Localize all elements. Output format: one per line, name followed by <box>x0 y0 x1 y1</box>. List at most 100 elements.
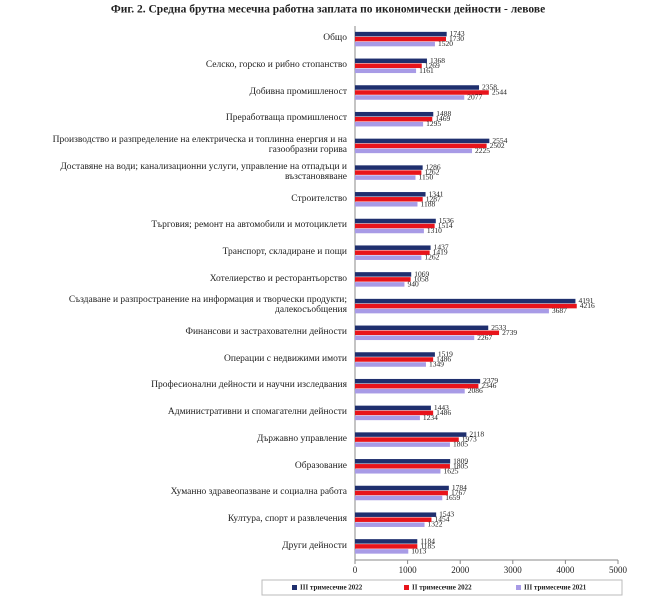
bar <box>355 410 434 416</box>
bar <box>355 85 480 90</box>
bar <box>355 405 431 411</box>
value-label: 4191 <box>578 296 593 305</box>
value-label: 2533 <box>491 323 506 332</box>
bar <box>355 63 422 69</box>
legend-box <box>261 579 623 596</box>
bar <box>355 277 411 282</box>
x-tick-label: 5000 <box>609 565 628 575</box>
bar <box>355 41 435 47</box>
bar <box>355 192 426 197</box>
value-label: 1368 <box>430 56 445 65</box>
bar <box>355 378 481 384</box>
value-label: 1520 <box>438 39 453 48</box>
value-label: 940 <box>407 279 419 288</box>
bar <box>355 90 489 95</box>
category-label: Доставяне на води; канализационни услуги… <box>60 161 347 182</box>
legend-label: II тримесечие 2022 <box>412 584 472 592</box>
value-label: 1295 <box>426 119 441 128</box>
bar <box>355 272 412 277</box>
bar <box>355 223 435 229</box>
value-label: 1486 <box>436 354 451 363</box>
bar <box>355 95 465 100</box>
value-label: 1234 <box>423 413 438 422</box>
category-label: Държавно управление <box>256 433 347 444</box>
value-label: 1269 <box>425 61 440 70</box>
bar <box>355 121 424 127</box>
chart-title: Фиг. 2. Средна брутна месечна работна за… <box>111 4 545 16</box>
bar <box>355 308 549 314</box>
bar <box>355 148 473 154</box>
value-label: 1469 <box>435 114 450 123</box>
bar <box>355 459 451 464</box>
value-label: 1349 <box>429 359 444 368</box>
bar <box>355 58 427 64</box>
legend-label: III тримесечие 2022 <box>300 584 363 592</box>
bar <box>355 517 432 522</box>
value-label: 1262 <box>424 168 439 177</box>
bar <box>355 197 423 202</box>
value-label: 1519 <box>438 349 453 358</box>
value-label: 1287 <box>426 194 441 203</box>
value-label: 2086 <box>468 386 483 395</box>
x-tick-label: 0 <box>353 565 358 575</box>
category-label: Създаване и разпространение на информаци… <box>68 295 347 316</box>
value-label: 1625 <box>443 466 458 475</box>
bar <box>355 415 420 421</box>
legend-swatch <box>292 585 297 590</box>
bar <box>355 325 489 331</box>
value-label: 1514 <box>438 221 453 230</box>
value-label: 1322 <box>428 520 443 529</box>
bar <box>355 437 459 442</box>
category-label: Производство и разпределение на електрич… <box>52 135 347 156</box>
bar <box>355 143 487 149</box>
value-label: 2358 <box>482 82 497 91</box>
x-tick-label: 3000 <box>504 565 523 575</box>
category-label: Общо <box>323 33 347 44</box>
value-label: 1262 <box>424 253 439 262</box>
value-label: 2502 <box>490 141 505 150</box>
category-label: Хуманно здравеопазване и социална работа <box>170 487 347 498</box>
value-label: 1536 <box>439 216 454 225</box>
value-label: 2544 <box>492 87 507 96</box>
value-label: 1730 <box>449 34 464 43</box>
value-label: 2225 <box>475 146 490 155</box>
bar <box>355 36 446 42</box>
bar <box>355 245 431 250</box>
value-label: 1161 <box>419 66 434 75</box>
category-label: Образование <box>294 460 347 471</box>
bar <box>355 111 434 117</box>
bar <box>355 357 434 362</box>
value-label: 1543 <box>439 510 454 519</box>
bar <box>355 442 450 447</box>
value-label: 1058 <box>414 274 429 283</box>
bar <box>355 175 416 180</box>
x-tick-label: 1000 <box>399 565 418 575</box>
value-label: 1454 <box>434 515 449 524</box>
value-label: 1188 <box>420 199 435 208</box>
value-label: 1488 <box>436 109 451 118</box>
value-label: 1784 <box>452 483 467 492</box>
category-label: Селско, горско и рибно стопанство <box>205 60 347 71</box>
bar <box>355 228 424 234</box>
bar <box>355 218 436 224</box>
bar <box>355 549 409 554</box>
bar <box>355 544 418 549</box>
x-tick-label: 2000 <box>451 565 470 575</box>
value-label: 1805 <box>453 461 468 470</box>
value-label: 3687 <box>552 306 567 315</box>
value-label: 2346 <box>481 381 496 390</box>
value-label: 1419 <box>433 248 448 257</box>
category-label: Търговия; ремонт на автомобили и мотоцик… <box>151 220 347 231</box>
value-label: 1809 <box>453 456 468 465</box>
value-label: 1069 <box>414 269 429 278</box>
value-label: 1286 <box>426 163 441 172</box>
bar <box>355 352 435 357</box>
value-label: 2077 <box>467 92 482 101</box>
value-label: 1973 <box>462 435 477 444</box>
category-label: Транспорт, складиране и пощи <box>222 246 347 257</box>
bar <box>355 464 450 469</box>
legend-label: III тримесечие 2021 <box>524 584 587 592</box>
category-label: Операции с недвижими имоти <box>224 353 347 364</box>
bar <box>355 255 422 260</box>
